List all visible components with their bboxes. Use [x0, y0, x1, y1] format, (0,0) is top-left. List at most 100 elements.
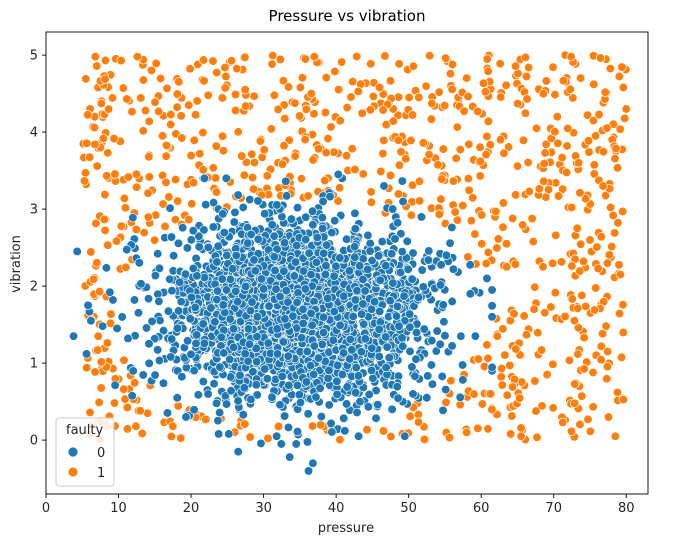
data-point-faulty-0	[384, 353, 394, 363]
data-point-faulty-1	[132, 51, 143, 62]
data-point-faulty-0	[405, 322, 415, 332]
data-point-faulty-0	[441, 384, 451, 395]
data-point-faulty-1	[192, 96, 202, 106]
data-point-faulty-0	[417, 265, 427, 275]
data-point-faulty-1	[558, 417, 568, 428]
data-point-faulty-1	[211, 141, 221, 151]
legend-label-0: 0	[97, 446, 105, 461]
data-point-faulty-0	[229, 217, 239, 227]
data-point-faulty-1	[509, 309, 519, 319]
data-point-faulty-0	[182, 336, 193, 346]
data-point-faulty-0	[228, 324, 239, 334]
data-point-faulty-1	[217, 131, 228, 141]
data-point-faulty-1	[618, 394, 629, 405]
data-point-faulty-0	[275, 291, 285, 302]
data-point-faulty-1	[161, 151, 171, 161]
data-point-faulty-1	[527, 213, 537, 224]
data-point-faulty-0	[353, 371, 364, 381]
data-point-faulty-0	[252, 312, 263, 322]
data-point-faulty-0	[304, 248, 314, 258]
data-point-faulty-0	[292, 380, 303, 391]
data-point-faulty-1	[563, 123, 573, 134]
data-point-faulty-0	[292, 240, 302, 251]
data-point-faulty-1	[592, 242, 602, 252]
data-point-faulty-1	[510, 61, 521, 71]
data-point-faulty-0	[267, 220, 277, 230]
data-point-faulty-1	[85, 407, 95, 418]
data-point-faulty-0	[390, 234, 400, 244]
data-point-faulty-1	[106, 309, 116, 319]
data-point-faulty-1	[259, 145, 269, 155]
data-point-faulty-1	[140, 105, 151, 116]
data-point-faulty-1	[249, 157, 260, 168]
data-point-faulty-0	[123, 333, 133, 344]
data-point-faulty-1	[255, 136, 266, 146]
data-point-faulty-1	[378, 426, 389, 436]
data-point-faulty-0	[363, 402, 374, 412]
data-point-faulty-0	[355, 397, 365, 407]
data-point-faulty-0	[302, 437, 313, 447]
data-point-faulty-1	[618, 300, 628, 310]
data-point-faulty-1	[483, 353, 493, 364]
data-point-faulty-1	[425, 51, 435, 61]
data-point-faulty-1	[189, 135, 199, 145]
data-point-faulty-1	[277, 159, 288, 169]
data-point-faulty-1	[573, 303, 583, 314]
data-point-faulty-0	[323, 373, 333, 383]
data-point-faulty-1	[347, 144, 357, 154]
data-point-faulty-0	[212, 286, 223, 296]
data-point-faulty-1	[496, 363, 507, 374]
data-point-faulty-1	[514, 393, 525, 403]
data-point-faulty-1	[589, 305, 600, 315]
data-point-faulty-0	[248, 367, 258, 377]
data-point-faulty-1	[610, 153, 620, 164]
data-point-faulty-1	[583, 414, 593, 425]
data-point-faulty-1	[518, 135, 529, 145]
data-point-faulty-1	[462, 73, 472, 83]
data-point-faulty-0	[110, 380, 120, 390]
data-point-faulty-0	[158, 326, 169, 336]
data-point-faulty-1	[482, 54, 492, 64]
data-point-faulty-1	[122, 94, 132, 104]
data-point-faulty-0	[199, 272, 210, 283]
legend-title: faulty	[66, 423, 103, 438]
data-point-faulty-1	[505, 360, 515, 371]
data-point-faulty-0	[144, 339, 154, 349]
data-point-faulty-0	[435, 280, 446, 290]
data-point-faulty-0	[172, 393, 182, 403]
data-point-faulty-1	[198, 127, 208, 138]
data-point-faulty-0	[392, 218, 403, 228]
data-point-faulty-1	[588, 367, 598, 378]
data-point-faulty-1	[470, 229, 480, 239]
data-point-faulty-1	[116, 221, 126, 231]
data-point-faulty-1	[268, 50, 278, 61]
data-point-faulty-0	[319, 248, 329, 258]
data-point-faulty-1	[539, 176, 549, 186]
data-point-faulty-1	[150, 97, 160, 107]
data-point-faulty-1	[385, 170, 396, 181]
data-point-faulty-0	[221, 285, 232, 295]
data-point-faulty-1	[466, 216, 477, 226]
data-point-faulty-0	[329, 306, 339, 317]
data-point-faulty-0	[269, 231, 279, 241]
data-point-faulty-0	[210, 317, 220, 327]
data-point-faulty-1	[158, 199, 168, 209]
data-point-faulty-1	[475, 142, 485, 152]
data-point-faulty-0	[281, 176, 291, 186]
data-point-faulty-0	[381, 332, 391, 342]
data-point-faulty-1	[519, 311, 529, 321]
data-point-faulty-1	[262, 171, 272, 181]
data-point-faulty-0	[213, 429, 224, 439]
data-point-faulty-1	[618, 82, 628, 93]
data-point-faulty-0	[221, 399, 232, 409]
data-point-faulty-0	[112, 323, 122, 334]
data-point-faulty-0	[435, 339, 445, 349]
data-point-faulty-0	[308, 220, 318, 230]
data-point-faulty-1	[336, 57, 347, 67]
data-point-faulty-0	[309, 341, 319, 351]
data-point-faulty-0	[379, 181, 389, 191]
data-point-faulty-0	[272, 431, 282, 441]
data-point-faulty-1	[575, 188, 585, 198]
data-point-faulty-1	[497, 380, 507, 390]
data-point-faulty-0	[422, 393, 432, 403]
